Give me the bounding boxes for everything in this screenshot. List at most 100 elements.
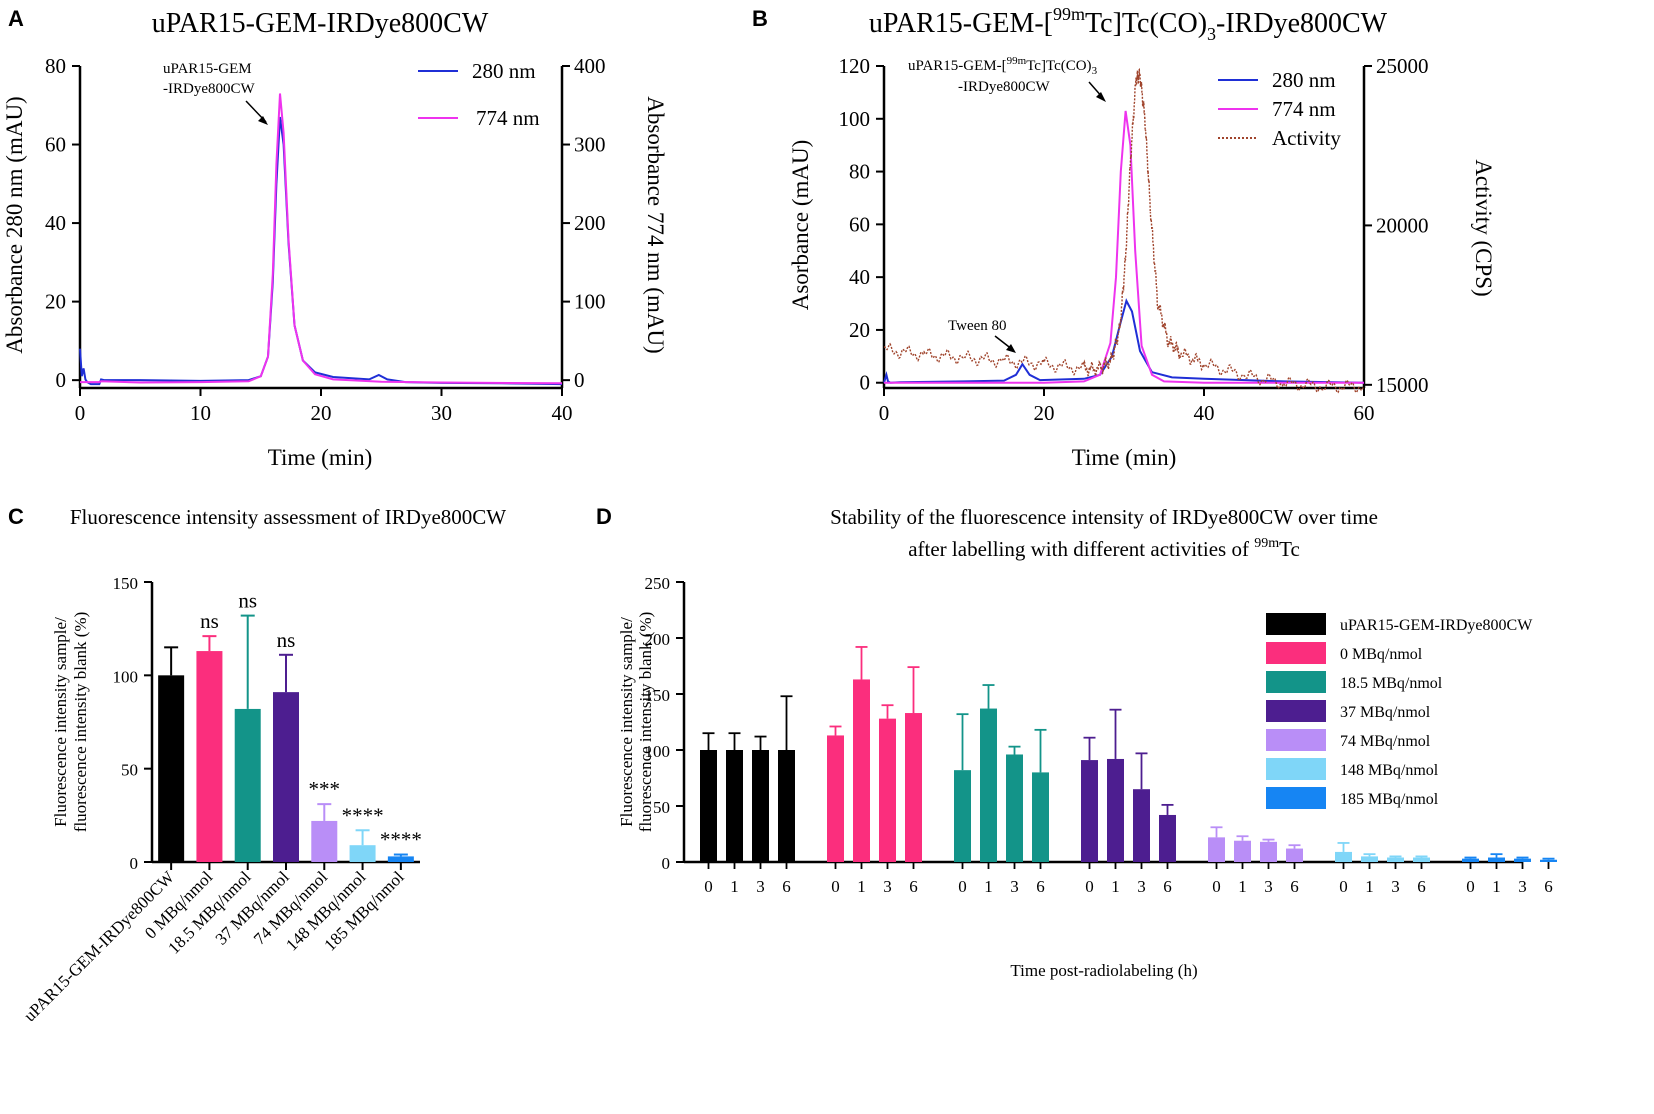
panel-d-title-line2: after labelling with different activitie… xyxy=(908,536,1300,561)
panel-c-title: Fluorescence intensity assessment of IRD… xyxy=(70,505,506,529)
x-tick-label: 0 xyxy=(1212,877,1221,896)
legend-label: 18.5 MBq/nmol xyxy=(1340,675,1443,692)
y-tick-label: 40 xyxy=(45,211,66,235)
bar xyxy=(1514,858,1531,862)
series-774-nm xyxy=(80,93,563,385)
panel-a-y2label: Absorbance 774 nm (mAU) xyxy=(643,96,668,353)
y-tick-label: 250 xyxy=(645,574,671,593)
y2-tick-label: 0 xyxy=(574,368,585,392)
series-774-nm xyxy=(884,110,1364,384)
bar xyxy=(1208,837,1225,862)
panel-d-letter: D xyxy=(596,504,612,529)
significance-label: ns xyxy=(277,628,296,652)
y2-tick-label: 25000 xyxy=(1376,54,1429,78)
bar xyxy=(1361,856,1378,862)
panel-b: B uPAR15-GEM-[99mTc]Tc(CO)3-IRDye800CW 0… xyxy=(752,4,1496,470)
x-tick-label: 1 xyxy=(984,877,993,896)
bar xyxy=(726,750,743,862)
panel-d-xlabel: Time post-radiolabeling (h) xyxy=(1010,961,1197,980)
bar xyxy=(1462,858,1479,862)
bar xyxy=(234,708,261,862)
x-tick-label: 1 xyxy=(1492,877,1501,896)
x-tick-label: 0 xyxy=(879,401,890,425)
bar xyxy=(1159,814,1176,862)
panel-a-annotation-line2: -IRDye800CW xyxy=(163,81,255,97)
y-tick-label: 100 xyxy=(645,742,671,761)
bar xyxy=(1260,841,1277,862)
panel-a-lines xyxy=(79,93,563,386)
y-tick-label: 80 xyxy=(45,54,66,78)
y-tick-label: 0 xyxy=(130,854,139,873)
legend-774-label: 774 nm xyxy=(476,106,540,130)
panel-b-y2label: Activity (CPS) xyxy=(1471,159,1496,296)
legend-label: 37 MBq/nmol xyxy=(1340,704,1431,721)
panel-c-ylabel-line2: fluorescence intensity blank (%) xyxy=(71,612,90,832)
panel-c-ylabel-line1: Fluorescence intensity sample/ xyxy=(51,617,70,827)
x-tick-label: 0 xyxy=(704,877,713,896)
x-tick-label: 0 xyxy=(75,401,86,425)
panel-a-ylabel: Absorbance 280 nm (mAU) xyxy=(2,96,27,353)
x-tick-label: 60 xyxy=(1354,401,1375,425)
x-tick-label: 0 xyxy=(1085,877,1094,896)
y-tick-label: 150 xyxy=(113,574,139,593)
bar xyxy=(387,856,414,862)
x-tick-label: 1 xyxy=(1365,877,1374,896)
panel-b-tween-arrowhead xyxy=(1006,344,1016,353)
x-tick-label: 0 xyxy=(958,877,967,896)
panel-a-legend: 280 nm 774 nm xyxy=(418,59,540,130)
bar xyxy=(1286,848,1303,862)
bar xyxy=(1387,857,1404,862)
x-tick-label: 3 xyxy=(1010,877,1019,896)
bar xyxy=(349,845,376,862)
panel-a-title: uPAR15-GEM-IRDye800CW xyxy=(152,8,489,39)
panel-b-legend: 280 nm 774 nm Activity xyxy=(1218,68,1341,150)
legend-label: 0 MBq/nmol xyxy=(1340,646,1423,663)
panel-b-ylabel: Asorbance (mAU) xyxy=(788,140,813,311)
legend-774-label: 774 nm xyxy=(1272,97,1336,121)
bar xyxy=(1234,840,1251,862)
bar xyxy=(1032,772,1049,862)
x-tick-label: 6 xyxy=(1036,877,1045,896)
x-tick-label: 6 xyxy=(909,877,918,896)
panel-b-xlabel: Time (min) xyxy=(1072,445,1177,470)
y-tick-label: 60 xyxy=(45,133,66,157)
bar xyxy=(700,750,717,862)
y-tick-label: 0 xyxy=(662,854,671,873)
x-tick-label: 0 xyxy=(1339,877,1348,896)
series-280-nm xyxy=(883,298,1365,384)
y2-tick-label: 20000 xyxy=(1376,213,1429,237)
bar xyxy=(954,770,971,862)
x-tick-label: 3 xyxy=(883,877,892,896)
legend-activity-label: Activity xyxy=(1272,126,1341,150)
bar xyxy=(158,675,185,862)
y2-tick-label: 300 xyxy=(574,133,606,157)
panel-c-letter: C xyxy=(8,504,24,529)
x-tick-label: 1 xyxy=(1238,877,1247,896)
legend-swatch xyxy=(1266,642,1326,664)
bar xyxy=(1107,758,1124,862)
x-tick-label: 1 xyxy=(730,877,739,896)
x-tick-label: 1 xyxy=(857,877,866,896)
bar xyxy=(1133,789,1150,862)
panel-b-axes: 0 20 40 60 0 20 40 60 80 100 120 15000 20000 25000 xyxy=(839,54,1429,425)
significance-label: **** xyxy=(342,803,384,827)
panel-b-annotation-line2: -IRDye800CW xyxy=(958,79,1050,95)
panel-d-ylabel-line1: Fluorescence intensity sample/ xyxy=(617,617,636,827)
y-tick-label: 50 xyxy=(121,761,138,780)
panel-b-title: uPAR15-GEM-[99mTc]Tc(CO)3-IRDye800CW xyxy=(869,4,1388,44)
legend-280-label: 280 nm xyxy=(1272,68,1336,92)
panel-b-annotation-line1: uPAR15-GEM-[99mTc]Tc(CO)3 xyxy=(908,55,1098,77)
panel-b-annotation: uPAR15-GEM-[99mTc]Tc(CO)3 -IRDye800CW Tw… xyxy=(908,55,1106,353)
panel-b-annotation-arrowhead xyxy=(1096,92,1106,102)
legend-swatch xyxy=(1266,671,1326,693)
bar xyxy=(853,679,870,862)
x-tick-label: 6 xyxy=(1544,877,1553,896)
x-tick-label: 6 xyxy=(1417,877,1426,896)
panel-b-lines xyxy=(883,67,1365,394)
panel-a-letter: A xyxy=(8,6,24,31)
panel-a-xlabel: Time (min) xyxy=(268,445,373,470)
x-tick-label: 20 xyxy=(1034,401,1055,425)
